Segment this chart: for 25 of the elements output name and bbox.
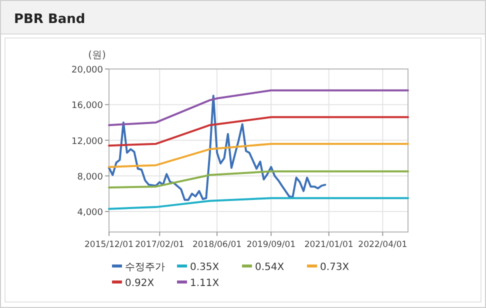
x-tick-label: 2017/02/01 — [135, 240, 184, 250]
legend-label: 0.35X — [190, 262, 220, 273]
line-series — [108, 197, 409, 210]
x-tick-label: 2022/04/01 — [358, 240, 408, 250]
x-tick-label: 2018/06/01 — [192, 240, 242, 250]
legend-label: 1.11X — [190, 278, 220, 289]
y-tick-label: 8,000 — [77, 172, 104, 182]
legend-label: 0.54X — [255, 262, 284, 273]
chart-title: PBR Band — [14, 12, 86, 27]
x-tick-label: 2015/12/01 — [84, 240, 134, 250]
y-tick-label: 4,000 — [77, 208, 104, 218]
y-axis-title: (원) — [88, 50, 106, 61]
line-series — [108, 94, 326, 201]
legend-label: 수정주가 — [125, 262, 165, 273]
line-series — [108, 89, 409, 126]
line-series — [108, 170, 409, 188]
y-tick-label: 16,000 — [72, 101, 104, 112]
legend-label: 0.73X — [320, 262, 350, 273]
line-series — [108, 116, 409, 147]
x-tick-label: 2021/01/01 — [304, 240, 354, 250]
y-tick-label: 12,000 — [72, 136, 104, 147]
y-tick-label: 20,000 — [72, 66, 104, 76]
line-series — [108, 142, 409, 168]
legend-label: 0.92X — [125, 278, 154, 289]
x-tick-label: 2019/09/01 — [246, 240, 296, 250]
